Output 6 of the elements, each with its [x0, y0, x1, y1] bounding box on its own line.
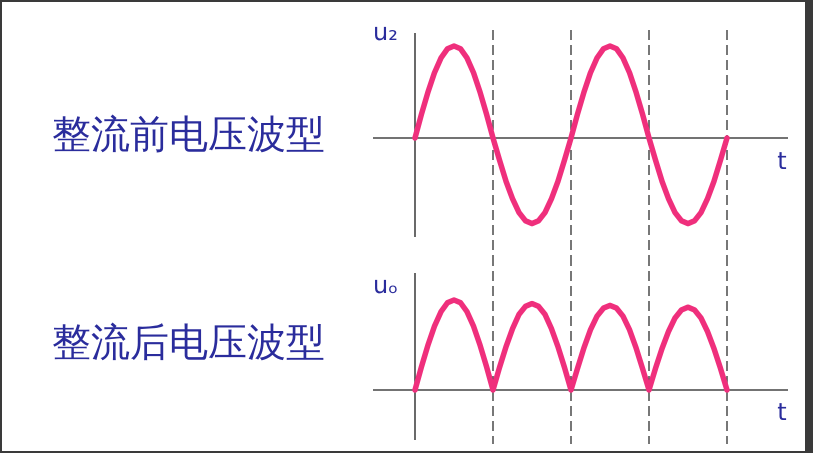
x-axis-title: t	[777, 147, 787, 175]
y-axis-title: uₒ	[373, 271, 398, 299]
text: 整流后电压波型	[52, 320, 325, 366]
y-axis-title: u₂	[373, 18, 398, 46]
x-axis-title: t	[777, 398, 787, 426]
text: 整流前电压波型	[52, 112, 325, 158]
